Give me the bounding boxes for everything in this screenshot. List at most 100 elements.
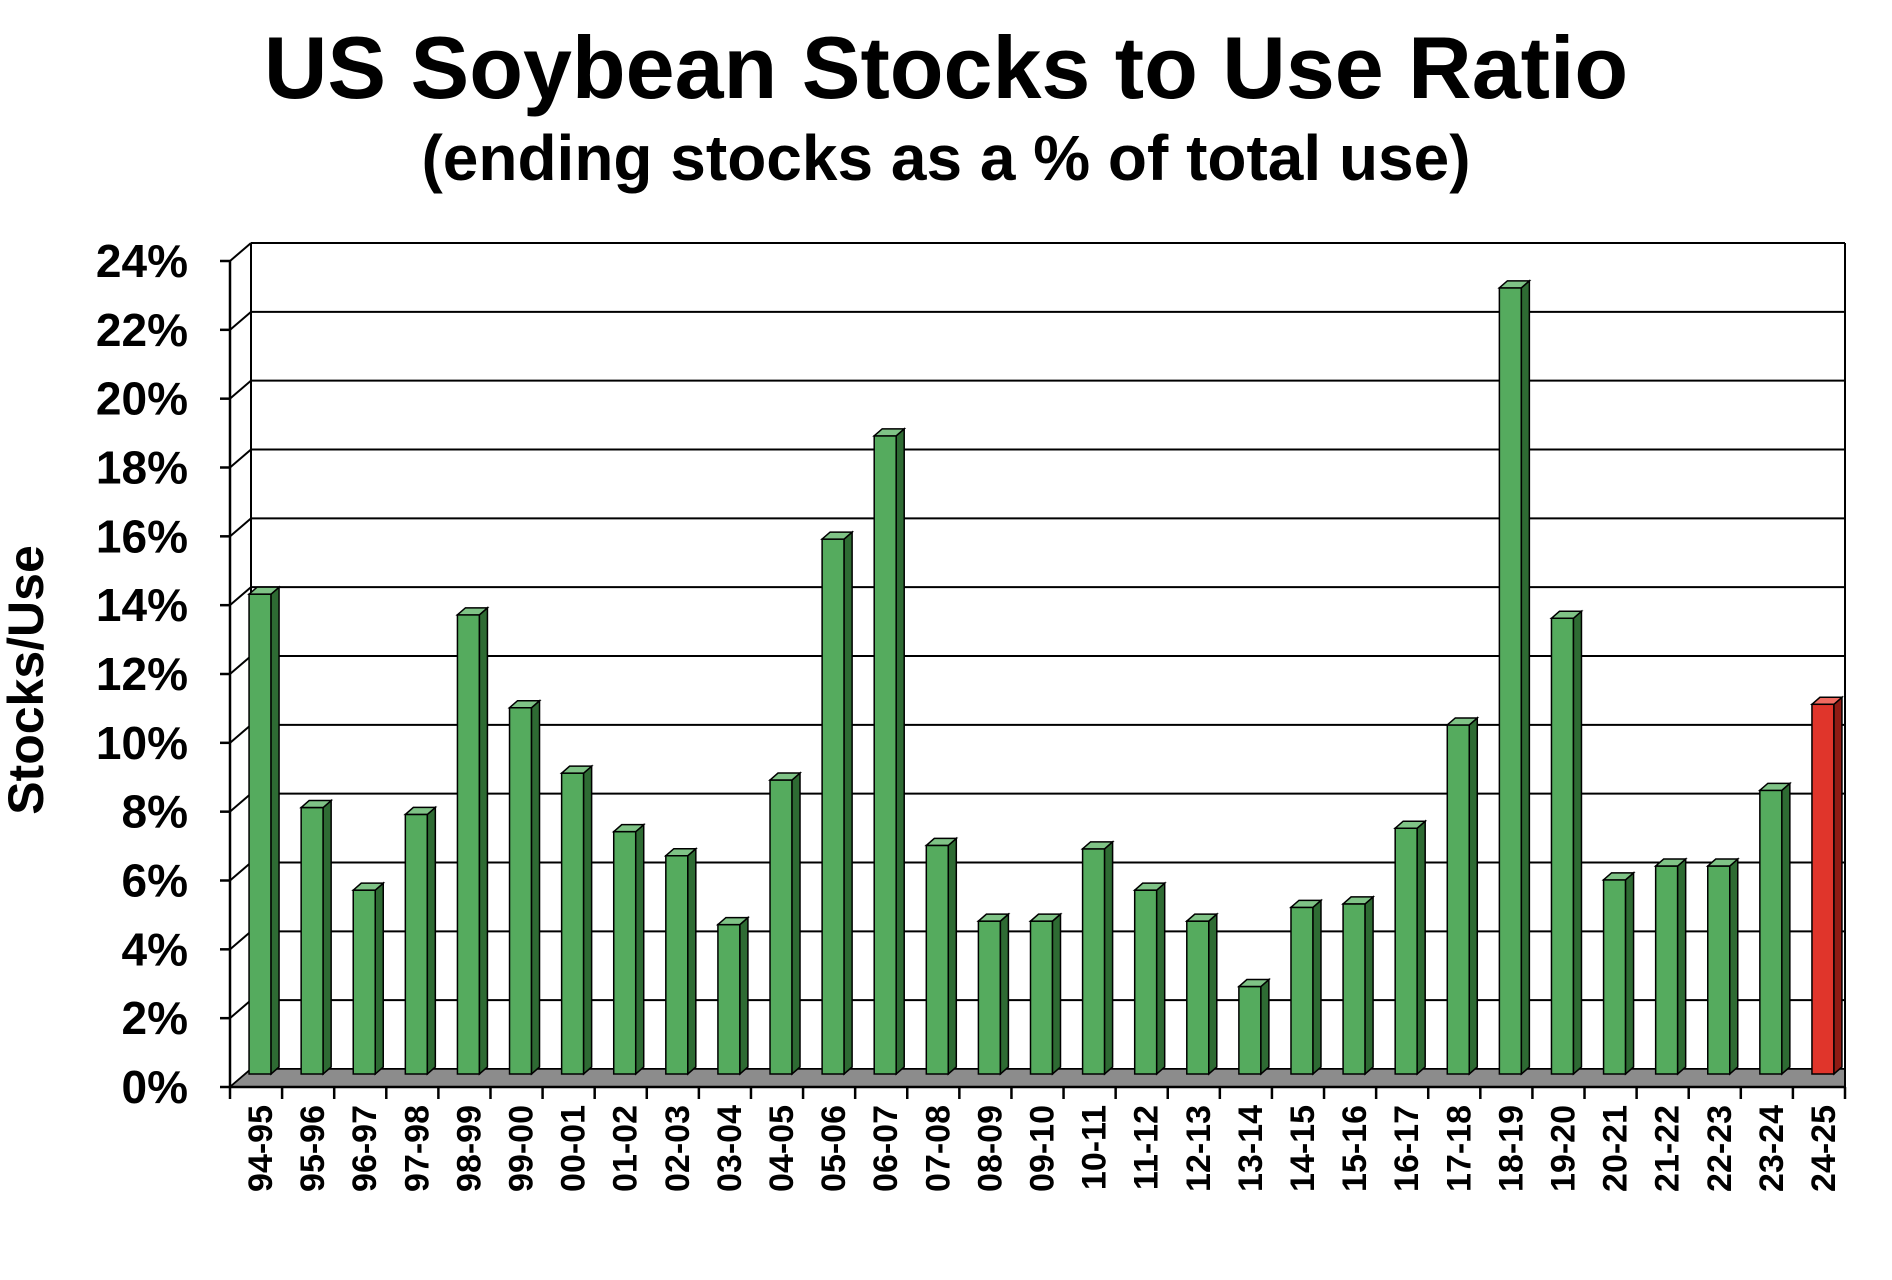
bar-side [1676, 857, 1687, 1076]
x-tick-label: 16-17 [1388, 1105, 1426, 1192]
y-tick-label: 14% [96, 579, 188, 631]
x-tick-label: 22-23 [1701, 1105, 1739, 1192]
x-tick-label: 17-18 [1440, 1105, 1478, 1192]
bar-side [687, 847, 697, 1076]
bar-side [843, 530, 853, 1076]
x-tick-label: 01-02 [607, 1105, 645, 1192]
bar-side [426, 805, 437, 1076]
bar-top [403, 806, 438, 816]
y-axis-title: Stocks/Use [0, 545, 54, 815]
bar-side [1416, 819, 1426, 1076]
bar-front [248, 593, 272, 1075]
bar-front [456, 614, 481, 1075]
x-tick-label: 00-01 [555, 1105, 593, 1192]
y-tick-label: 12% [96, 648, 188, 700]
bar [715, 915, 750, 1076]
bar-side [1729, 857, 1739, 1076]
bar-side [1260, 977, 1270, 1076]
x-tick-label: 09-10 [1024, 1105, 1062, 1192]
bar-side [322, 798, 332, 1076]
bar-front [665, 854, 689, 1075]
bar-side [1520, 279, 1531, 1076]
bar-top [1236, 978, 1271, 988]
bar-front [1394, 827, 1418, 1075]
bar [507, 699, 542, 1076]
bar [559, 764, 594, 1076]
bar [768, 771, 803, 1076]
bar [663, 847, 698, 1076]
wall-gridline [229, 999, 252, 1019]
bar-side [1208, 912, 1218, 1076]
x-tick-label: 99-00 [503, 1105, 541, 1192]
bar [1341, 895, 1376, 1076]
bar-top [1705, 858, 1740, 867]
x-tick-label: 23-24 [1753, 1105, 1791, 1192]
bar-front [873, 435, 897, 1075]
bar-side [1103, 840, 1114, 1076]
wall-gridline [229, 379, 252, 400]
bar [611, 822, 646, 1076]
bar-top [1341, 896, 1376, 905]
y-tick-label: 8% [122, 786, 188, 838]
bar-front [769, 779, 793, 1075]
bar [1236, 977, 1271, 1076]
bar-side [1051, 912, 1062, 1076]
bar [1184, 912, 1219, 1076]
y-tick-label: 22% [96, 304, 188, 356]
bar [1809, 695, 1844, 1076]
x-axis-ticks: 94-95 95-96 96-97 97-98 98-99 99-00 00-01 01-02… [228, 1087, 1847, 1192]
bar-top [1132, 882, 1167, 891]
x-tick-label: 19-20 [1544, 1105, 1582, 1192]
wall-gridline [229, 861, 252, 882]
wall-gridline [229, 311, 252, 331]
bar-front [1550, 617, 1575, 1075]
bar [247, 585, 282, 1076]
bar [403, 805, 438, 1076]
bar-top [247, 586, 282, 595]
bar-top [1601, 872, 1636, 881]
bar-front [404, 813, 429, 1075]
bar [1445, 716, 1480, 1076]
x-tick-label: 13-14 [1232, 1105, 1270, 1192]
bar [1601, 871, 1636, 1076]
bar-top [768, 772, 803, 781]
bar-front [508, 706, 533, 1075]
bar-side [1781, 781, 1791, 1076]
bar-side [739, 915, 749, 1076]
bar [1549, 609, 1584, 1076]
bar-top [924, 837, 959, 847]
bar-top [299, 799, 334, 809]
bar-front [1602, 879, 1627, 1075]
x-tick-label: 97-98 [398, 1105, 436, 1192]
wall-gridline [229, 242, 252, 262]
bar-front [1759, 789, 1783, 1075]
bar-front [1238, 985, 1262, 1075]
bar [924, 836, 959, 1076]
x-tick-label: 94-95 [242, 1105, 280, 1192]
bar-side [1155, 881, 1166, 1076]
chart-title: US Soybean Stocks to Use Ratio [263, 18, 1629, 117]
bar-front [1029, 920, 1054, 1075]
x-tick-label: 03-04 [711, 1105, 749, 1192]
bar [351, 881, 386, 1076]
x-tick-label: 96-97 [346, 1105, 384, 1192]
wall-gridline [229, 655, 252, 675]
x-tick-label: 07-08 [919, 1105, 957, 1192]
bar [976, 912, 1011, 1076]
x-tick-label: 21-22 [1649, 1105, 1687, 1192]
wall-gridline [229, 724, 252, 744]
wall-gridline [229, 448, 252, 469]
bar-front [1290, 906, 1314, 1075]
bar-top [1549, 610, 1584, 620]
y-tick-label: 10% [96, 717, 188, 769]
bar-top [715, 916, 750, 926]
bar-front [925, 844, 950, 1075]
bar-side [895, 427, 905, 1076]
bar [1497, 279, 1532, 1076]
x-tick-label: 04-05 [763, 1105, 801, 1192]
bar-top [611, 823, 646, 833]
bar [1757, 781, 1792, 1076]
bar-side [530, 699, 541, 1076]
y-tick-label: 6% [122, 855, 188, 907]
x-tick-label: 11-12 [1128, 1105, 1166, 1190]
